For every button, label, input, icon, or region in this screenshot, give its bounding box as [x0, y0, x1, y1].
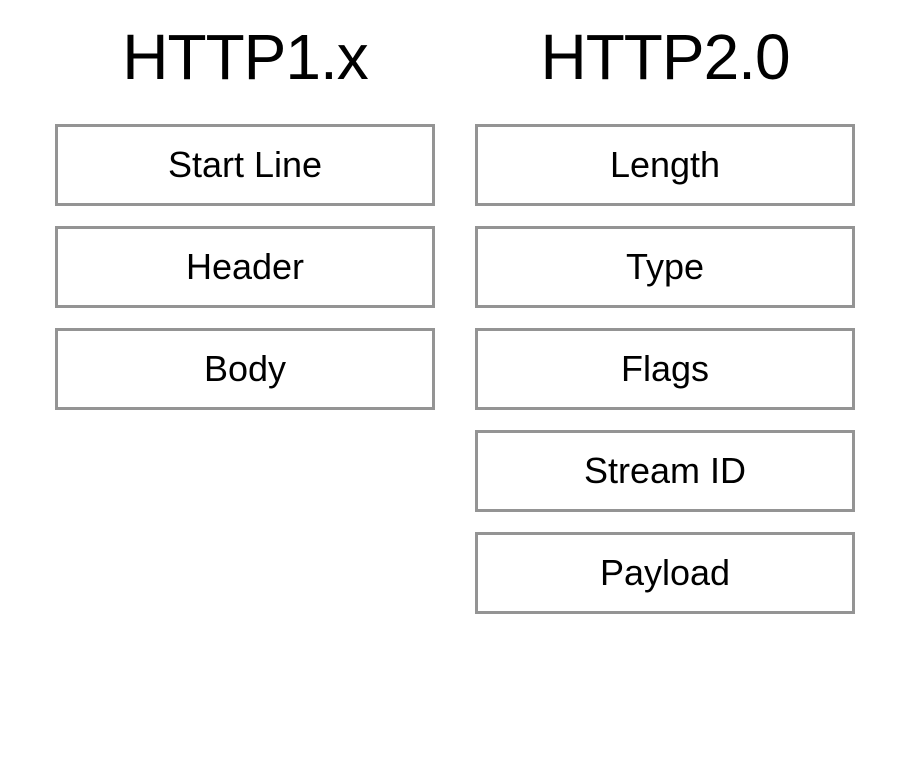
- http20-box-type: Type: [475, 226, 855, 308]
- comparison-diagram: HTTP1.x Start Line Header Body HTTP2.0 L…: [40, 20, 870, 634]
- http1x-box-header: Header: [55, 226, 435, 308]
- http1x-label-header: Header: [186, 246, 304, 288]
- http1x-title: HTTP1.x: [122, 20, 367, 94]
- http20-label-payload: Payload: [600, 552, 730, 594]
- http20-box-flags: Flags: [475, 328, 855, 410]
- http20-box-length: Length: [475, 124, 855, 206]
- http20-box-stream-id: Stream ID: [475, 430, 855, 512]
- http20-box-payload: Payload: [475, 532, 855, 614]
- http1x-column: HTTP1.x Start Line Header Body: [55, 20, 435, 634]
- http20-label-length: Length: [610, 144, 720, 186]
- http1x-box-body: Body: [55, 328, 435, 410]
- http20-label-type: Type: [626, 246, 704, 288]
- http20-label-flags: Flags: [621, 348, 709, 390]
- http1x-label-start-line: Start Line: [168, 144, 322, 186]
- http20-label-stream-id: Stream ID: [584, 450, 746, 492]
- http20-column: HTTP2.0 Length Type Flags Stream ID Payl…: [475, 20, 855, 634]
- http1x-box-start-line: Start Line: [55, 124, 435, 206]
- http20-title: HTTP2.0: [540, 20, 789, 94]
- http1x-label-body: Body: [204, 348, 286, 390]
